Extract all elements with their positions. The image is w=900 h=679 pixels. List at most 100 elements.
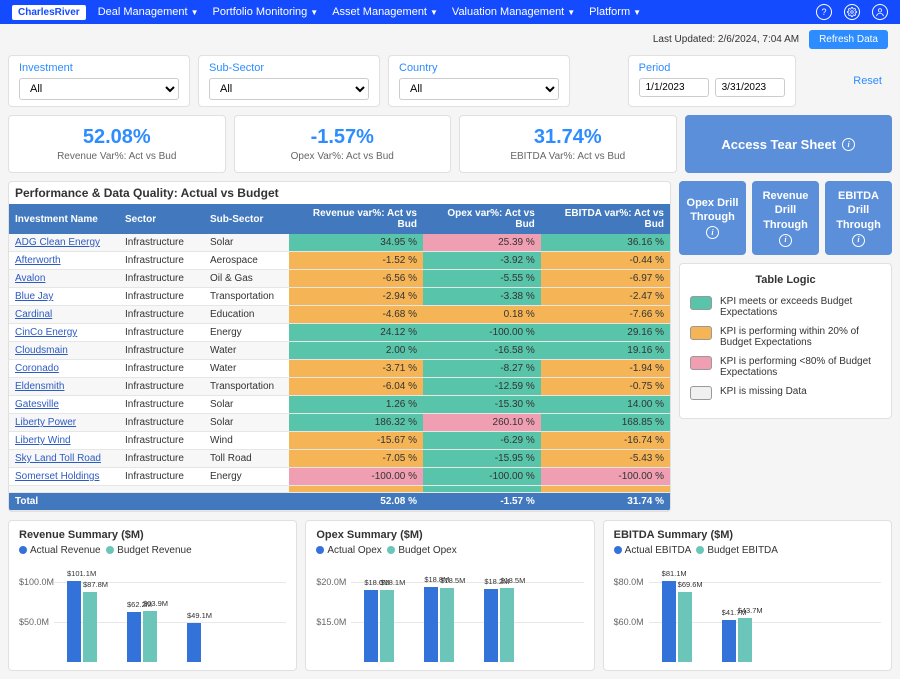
bar-actual: $18.2M bbox=[484, 589, 498, 662]
column-header[interactable]: Revenue var%: Act vs Bud bbox=[289, 204, 423, 234]
investment-link[interactable]: Liberty Power bbox=[15, 417, 76, 428]
investment-link[interactable]: Eldensmith bbox=[15, 381, 64, 392]
chart-title: Revenue Summary ($M) bbox=[19, 529, 286, 541]
investment-select[interactable]: All bbox=[19, 78, 179, 100]
table-row: EldensmithInfrastructureTransportation-6… bbox=[9, 378, 670, 396]
bar-budget: $18.1M bbox=[380, 590, 394, 662]
table-row: CardinalInfrastructureEducation-4.68 %0.… bbox=[9, 306, 670, 324]
table-row: AfterworthInfrastructureAerospace-1.52 %… bbox=[9, 252, 670, 270]
kpi-revenue: 52.08% Revenue Var%: Act vs Bud bbox=[8, 115, 226, 173]
column-header[interactable]: EBITDA var%: Act vs Bud bbox=[541, 204, 670, 234]
chart-legend: Actual EBITDA Budget EBITDA bbox=[614, 545, 881, 556]
ebitda-drill-button[interactable]: EBITDA Drill Through i bbox=[825, 181, 892, 255]
chart-card: Opex Summary ($M) Actual Opex Budget Ope… bbox=[305, 520, 594, 671]
chart-card: EBITDA Summary ($M) Actual EBITDA Budget… bbox=[603, 520, 892, 671]
chart-title: EBITDA Summary ($M) bbox=[614, 529, 881, 541]
table-row: Liberty WindInfrastructureWind-15.67 %-6… bbox=[9, 432, 670, 450]
performance-table: Investment NameSectorSub-SectorRevenue v… bbox=[9, 204, 670, 511]
bar-actual: $18.8M bbox=[424, 587, 438, 662]
column-header[interactable]: Sub-Sector bbox=[204, 204, 289, 234]
nav-item[interactable]: Deal Management▼ bbox=[98, 6, 199, 18]
bar-budget: $43.7M bbox=[738, 618, 752, 662]
table-row: Somerset HoldingsInfrastructureEnergy-10… bbox=[9, 468, 670, 486]
opex-drill-button[interactable]: Opex Drill Through i bbox=[679, 181, 746, 255]
bar-actual: $101.1M bbox=[67, 581, 81, 662]
subsector-select[interactable]: All bbox=[209, 78, 369, 100]
investment-link[interactable]: Somerset Holdings bbox=[15, 471, 99, 482]
bar-budget: $18.5M bbox=[440, 588, 454, 662]
legend-item: KPI is performing <80% of Budget Expecta… bbox=[690, 356, 881, 378]
investment-link[interactable]: Afterworth bbox=[15, 255, 61, 266]
gear-icon[interactable] bbox=[844, 4, 860, 20]
chart-card: Revenue Summary ($M) Actual Revenue Budg… bbox=[8, 520, 297, 671]
filter-subsector: Sub-Sector All bbox=[198, 55, 380, 107]
nav-item[interactable]: Portfolio Monitoring▼ bbox=[213, 6, 319, 18]
bar-actual: $49.1M bbox=[187, 623, 201, 662]
bar-actual: $81.1M bbox=[662, 581, 676, 662]
performance-table-section: Performance & Data Quality: Actual vs Bu… bbox=[8, 181, 671, 512]
nav-item[interactable]: Platform▼ bbox=[589, 6, 641, 18]
filter-bar: Investment All Sub-Sector All Country Al… bbox=[0, 55, 900, 115]
legend-item: KPI is performing within 20% of Budget E… bbox=[690, 326, 881, 348]
revenue-drill-button[interactable]: Revenue Drill Through i bbox=[752, 181, 819, 255]
chart-area: $20.0M $15.0M $18.0M $18.1M $18.8M $18.5… bbox=[316, 562, 583, 662]
kpi-row: 52.08% Revenue Var%: Act vs Bud -1.57% O… bbox=[0, 115, 900, 181]
nav-menu: Deal Management▼ Portfolio Monitoring▼ Ass… bbox=[98, 6, 655, 18]
kpi-ebitda: 31.74% EBITDA Var%: Act vs Bud bbox=[459, 115, 677, 173]
investment-link[interactable]: Coronado bbox=[15, 363, 59, 374]
period-to-input[interactable] bbox=[715, 78, 785, 97]
column-header[interactable]: Investment Name bbox=[9, 204, 119, 234]
charts-row: Revenue Summary ($M) Actual Revenue Budg… bbox=[0, 520, 900, 679]
chart-title: Opex Summary ($M) bbox=[316, 529, 583, 541]
chart-area: $80.0M $60.0M $81.1M $69.6M $41.7M $43.7… bbox=[614, 562, 881, 662]
table-row: CinCo EnergyInfrastructureEnergy24.12 %-… bbox=[9, 324, 670, 342]
table-row: GatesvilleInfrastructureSolar1.26 %-15.3… bbox=[9, 396, 670, 414]
investment-link[interactable]: CinCo Energy bbox=[15, 327, 77, 338]
table-row: CloudsmainInfrastructureWater2.00 %-16.5… bbox=[9, 342, 670, 360]
period-from-input[interactable] bbox=[639, 78, 709, 97]
chart-legend: Actual Opex Budget Opex bbox=[316, 545, 583, 556]
user-icon[interactable] bbox=[872, 4, 888, 20]
investment-link[interactable]: Avalon bbox=[15, 273, 45, 284]
bar-actual: $18.0M bbox=[364, 590, 378, 662]
nav-item[interactable]: Asset Management▼ bbox=[332, 6, 438, 18]
kpi-opex: -1.57% Opex Var%: Act vs Bud bbox=[234, 115, 452, 173]
table-logic-legend: Table Logic KPI meets or exceeds Budget … bbox=[679, 263, 892, 419]
investment-link[interactable]: Gatesville bbox=[15, 399, 59, 410]
legend-item: KPI is missing Data bbox=[690, 386, 881, 400]
bar-budget: $18.5M bbox=[500, 588, 514, 662]
chart-legend: Actual Revenue Budget Revenue bbox=[19, 545, 286, 556]
filter-period: Period bbox=[628, 55, 796, 107]
investment-link[interactable]: ADG Clean Energy bbox=[15, 237, 100, 248]
bar-budget: $63.9M bbox=[143, 611, 157, 662]
investment-link[interactable]: Liberty Wind bbox=[15, 435, 71, 446]
table-row bbox=[9, 486, 670, 493]
investment-link[interactable]: Sky Land Toll Road bbox=[15, 453, 101, 464]
last-updated-bar: Last Updated: 2/6/2024, 7:04 AM Refresh … bbox=[0, 24, 900, 55]
investment-link[interactable]: Blue Jay bbox=[15, 291, 53, 302]
chart-area: $100.0M $50.0M $101.1M $87.8M $62.2M $63… bbox=[19, 562, 286, 662]
table-row: ADG Clean EnergyInfrastructureSolar34.95… bbox=[9, 234, 670, 252]
logo: CharlesRiver bbox=[12, 5, 86, 20]
table-title: Performance & Data Quality: Actual vs Bu… bbox=[9, 182, 670, 204]
filter-country: Country All bbox=[388, 55, 570, 107]
reset-link[interactable]: Reset bbox=[853, 75, 892, 87]
app-header: CharlesRiver Deal Management▼ Portfolio M… bbox=[0, 0, 900, 24]
info-icon: i bbox=[706, 226, 719, 239]
country-select[interactable]: All bbox=[399, 78, 559, 100]
column-header[interactable]: Opex var%: Act vs Bud bbox=[423, 204, 541, 234]
bar-budget: $69.6M bbox=[678, 592, 692, 662]
investment-link[interactable]: Cloudsmain bbox=[15, 345, 68, 356]
nav-item[interactable]: Valuation Management▼ bbox=[452, 6, 575, 18]
table-row: CoronadoInfrastructureWater-3.71 %-8.27 … bbox=[9, 360, 670, 378]
total-row: Total52.08 %-1.57 %31.74 % bbox=[9, 493, 670, 511]
info-icon: i bbox=[842, 138, 855, 151]
tear-sheet-button[interactable]: Access Tear Sheeti bbox=[685, 115, 893, 173]
table-row: Blue JayInfrastructureTransportation-2.9… bbox=[9, 288, 670, 306]
column-header[interactable]: Sector bbox=[119, 204, 204, 234]
table-row: Sky Land Toll RoadInfrastructureToll Roa… bbox=[9, 450, 670, 468]
investment-link[interactable]: Cardinal bbox=[15, 309, 52, 320]
refresh-button[interactable]: Refresh Data bbox=[809, 30, 888, 49]
help-icon[interactable]: ? bbox=[816, 4, 832, 20]
table-row: AvalonInfrastructureOil & Gas-6.56 %-5.5… bbox=[9, 270, 670, 288]
